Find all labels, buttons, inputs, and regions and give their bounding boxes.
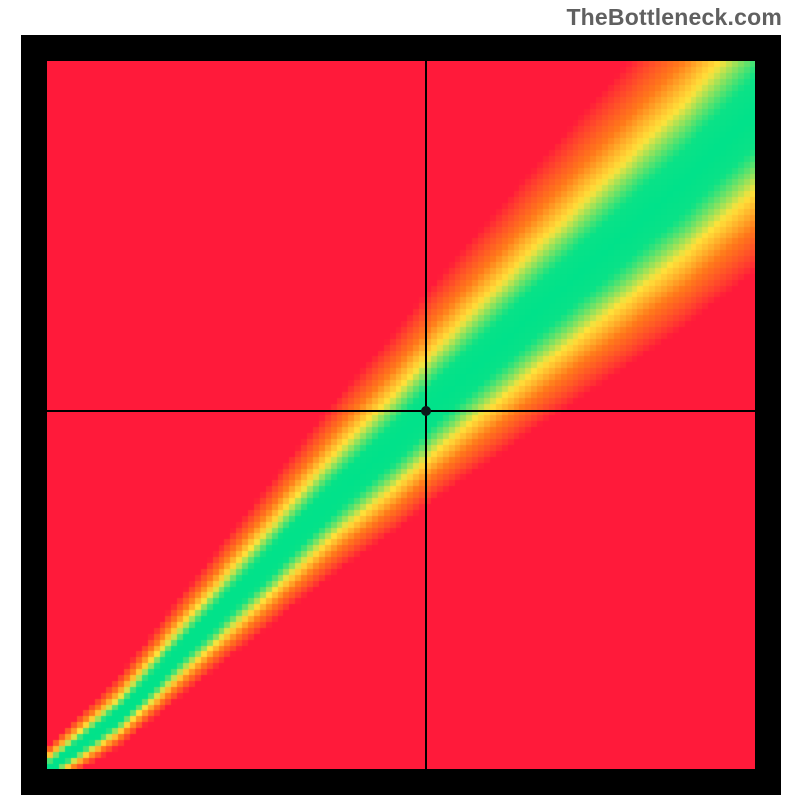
bottleneck-heatmap: [47, 61, 755, 769]
crosshair-marker: [421, 406, 431, 416]
crosshair-horizontal: [47, 410, 755, 412]
chart-frame: [21, 35, 781, 795]
attribution-text: TheBottleneck.com: [566, 4, 782, 31]
